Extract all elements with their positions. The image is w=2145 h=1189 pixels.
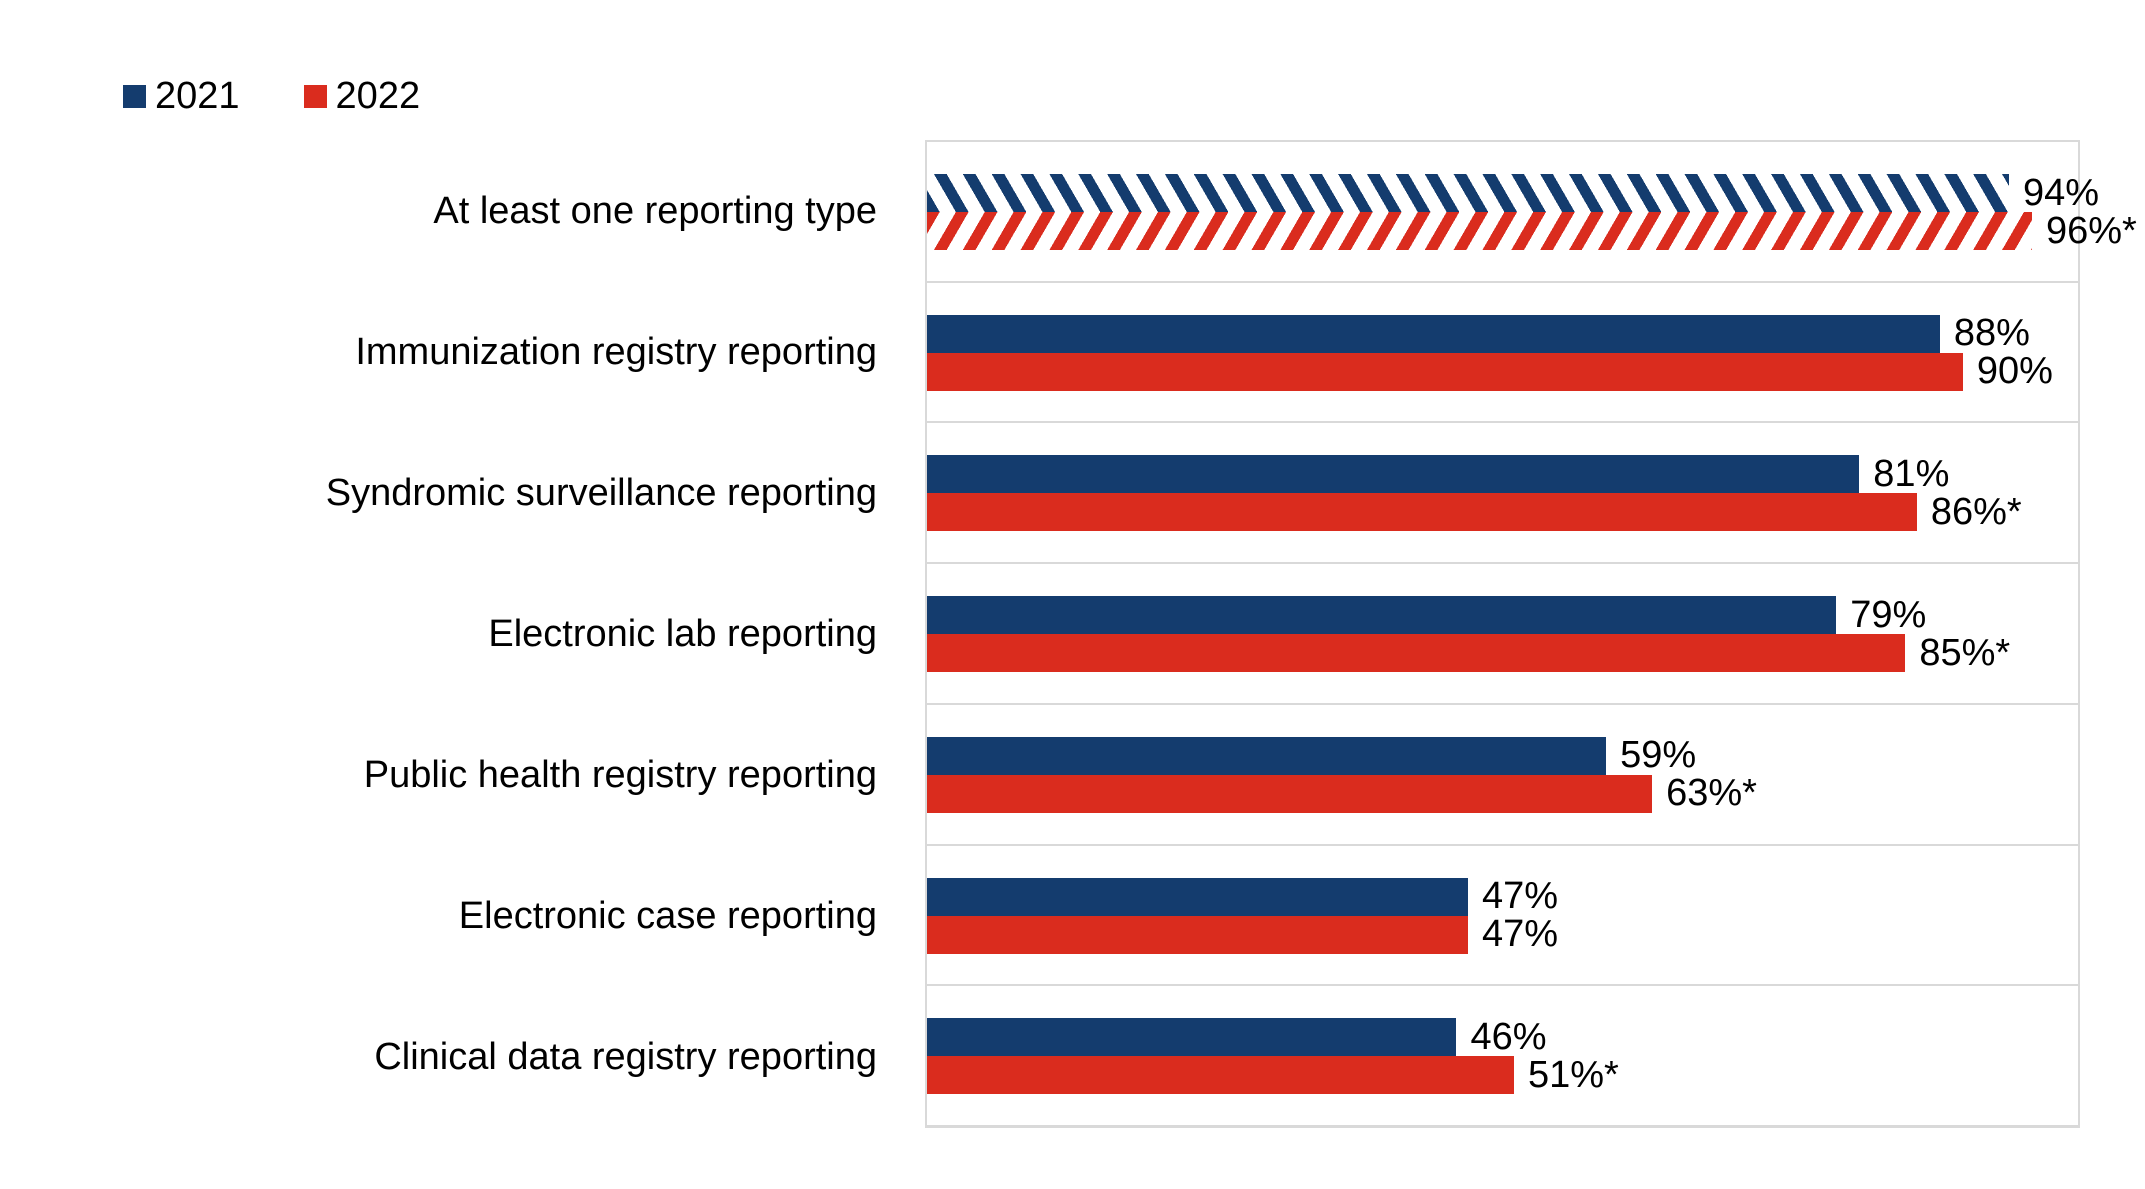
bar-2022-4 bbox=[927, 634, 1906, 673]
value-label-2022-6: 47% bbox=[1481, 913, 1559, 956]
value-label-2022-5: 63%* bbox=[1666, 772, 1757, 815]
value-label-2021-1: 94% bbox=[2022, 171, 2099, 214]
bar-2021-7 bbox=[927, 1018, 1457, 1057]
legend-label-2021: 2021 bbox=[155, 75, 240, 117]
category-label: Electronic case reporting bbox=[458, 895, 877, 938]
plot-area: 94% 96%* 88% 90% 81% 86%* 79% 85%* 59% 63%* 47% 47%… bbox=[925, 140, 2137, 1128]
category-label-row: At least one reporting type bbox=[0, 140, 877, 281]
category-label: Clinical data registry reporting bbox=[374, 1036, 877, 1079]
bar-2021-5 bbox=[927, 736, 1607, 775]
category-label: At least one reporting type bbox=[433, 189, 877, 232]
bar-2021-1 bbox=[927, 174, 2009, 212]
value-label-2022-3: 86%* bbox=[1930, 490, 2022, 533]
bar-2021-4 bbox=[927, 596, 1837, 635]
legend-item-2021: 2021 bbox=[123, 74, 240, 118]
value-label-2021-2: 88% bbox=[1953, 312, 2030, 355]
bar-2022-2 bbox=[927, 352, 1963, 391]
category-label: Immunization registry reporting bbox=[355, 330, 877, 373]
category-label-row: Clinical data registry reporting bbox=[0, 987, 877, 1128]
legend-item-2022: 2022 bbox=[303, 74, 421, 118]
bar-2021-3 bbox=[927, 455, 1860, 494]
category-label: Public health registry reporting bbox=[363, 754, 877, 797]
legend: 2021 2022 bbox=[123, 74, 420, 118]
chart-band: 46% 51%* bbox=[927, 986, 2078, 1125]
value-label-2022-2: 90% bbox=[1976, 350, 2053, 393]
category-label-row: Electronic case reporting bbox=[0, 846, 877, 987]
value-label-2022-1: 96%* bbox=[2045, 209, 2137, 252]
value-label-2021-3: 81% bbox=[1873, 452, 1950, 495]
bar-2022-3 bbox=[927, 493, 1917, 532]
legend-swatch-2021-icon bbox=[123, 84, 146, 108]
bar-2022-6 bbox=[927, 915, 1468, 954]
value-label-2022-7: 51%* bbox=[1528, 1053, 1619, 1096]
value-label-2021-4: 79% bbox=[1850, 593, 1927, 636]
chart-band: 81% 86%* bbox=[927, 423, 2078, 565]
bar-2021-6 bbox=[927, 877, 1468, 916]
category-label-row: Immunization registry reporting bbox=[0, 281, 877, 422]
value-label-2021-7: 46% bbox=[1470, 1015, 1547, 1058]
category-label-row: Electronic lab reporting bbox=[0, 563, 877, 704]
category-label-row: Syndromic surveillance reporting bbox=[0, 422, 877, 563]
legend-label-2022: 2022 bbox=[335, 75, 421, 117]
chart-band: 94% 96%* bbox=[927, 142, 2137, 283]
bar-2022-1 bbox=[927, 212, 2032, 250]
category-label: Electronic lab reporting bbox=[488, 612, 877, 655]
category-labels: At least one reporting type Immunization … bbox=[0, 140, 877, 1128]
bar-2022-7 bbox=[927, 1056, 1514, 1095]
category-label-row: Public health registry reporting bbox=[0, 705, 877, 846]
chart-band: 59% 63%* bbox=[927, 705, 2078, 846]
bar-2021-2 bbox=[927, 314, 1940, 353]
value-label-2021-6: 47% bbox=[1481, 875, 1559, 918]
legend-swatch-2022-icon bbox=[303, 84, 327, 108]
bar-2022-5 bbox=[927, 774, 1653, 813]
category-label: Syndromic surveillance reporting bbox=[325, 471, 877, 514]
value-label-2022-4: 85%* bbox=[1919, 631, 2011, 674]
value-label-2021-5: 59% bbox=[1620, 734, 1697, 777]
chart-band: 79% 85%* bbox=[927, 564, 2078, 705]
chart-band: 88% 90% bbox=[927, 283, 2078, 424]
chart-band: 47% 47% bbox=[927, 846, 2078, 987]
